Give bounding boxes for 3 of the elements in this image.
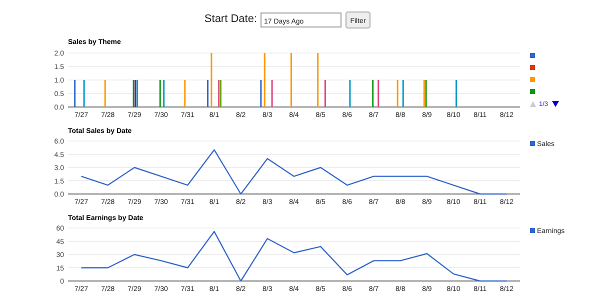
line-series: [80, 230, 508, 282]
line-series: [80, 149, 508, 195]
text: Start Date:: [204, 13, 257, 25]
